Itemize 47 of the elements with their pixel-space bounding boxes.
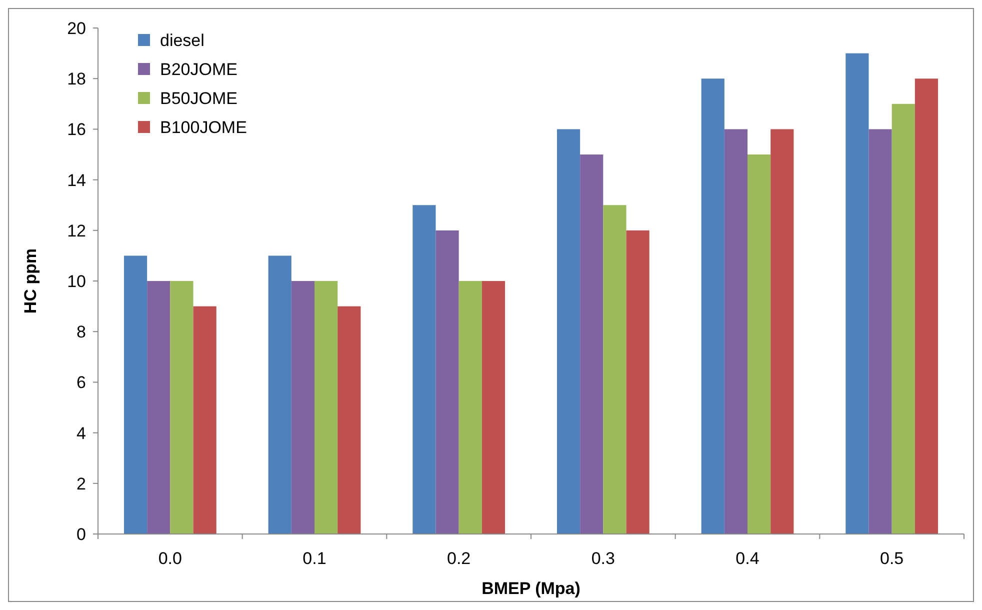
y-tick-label: 14 xyxy=(67,170,86,190)
bar xyxy=(412,205,436,534)
bar xyxy=(701,78,724,534)
y-tick-label: 8 xyxy=(76,322,86,342)
bar xyxy=(124,256,148,534)
bar xyxy=(580,154,604,534)
bar xyxy=(458,281,482,534)
y-tick-label: 2 xyxy=(76,474,86,494)
bar xyxy=(626,230,650,534)
x-tick-label: 0.2 xyxy=(447,549,471,568)
x-tick-label: 0.4 xyxy=(736,549,760,568)
y-axis-title: HC ppm xyxy=(21,248,40,314)
y-tick-label: 0 xyxy=(76,524,86,544)
bar xyxy=(193,306,216,534)
bar xyxy=(482,281,506,534)
bar xyxy=(846,53,869,534)
y-tick-label: 20 xyxy=(67,18,86,38)
x-tick-label: 0.3 xyxy=(591,549,615,568)
y-tick-label: 10 xyxy=(67,272,86,291)
bar xyxy=(603,205,626,534)
bar xyxy=(914,78,938,534)
bar xyxy=(868,129,892,534)
bar xyxy=(748,154,771,534)
legend-label: B20JOME xyxy=(160,60,238,79)
y-tick-label: 12 xyxy=(67,221,86,240)
bar xyxy=(724,129,748,534)
y-tick-label: 4 xyxy=(76,424,86,443)
bar xyxy=(268,256,292,534)
x-tick-label: 0.5 xyxy=(880,549,904,568)
bar xyxy=(314,281,338,534)
x-axis-title: BMEP (Mpa) xyxy=(482,579,580,598)
bar xyxy=(338,306,361,534)
bar xyxy=(556,129,580,534)
y-tick-label: 16 xyxy=(67,120,86,140)
bar xyxy=(147,281,170,534)
bar xyxy=(436,230,459,534)
bar xyxy=(770,129,794,534)
x-tick-label: 0.1 xyxy=(302,549,326,568)
y-tick-label: 18 xyxy=(67,70,86,89)
bar xyxy=(892,104,915,534)
y-tick-label: 6 xyxy=(76,373,86,392)
bar xyxy=(170,281,194,534)
bar xyxy=(291,281,314,534)
legend-label: B100JOME xyxy=(160,118,247,137)
legend-label: B50JOME xyxy=(160,88,238,108)
x-tick-label: 0.0 xyxy=(158,549,182,568)
legend-label: diesel xyxy=(160,30,204,50)
